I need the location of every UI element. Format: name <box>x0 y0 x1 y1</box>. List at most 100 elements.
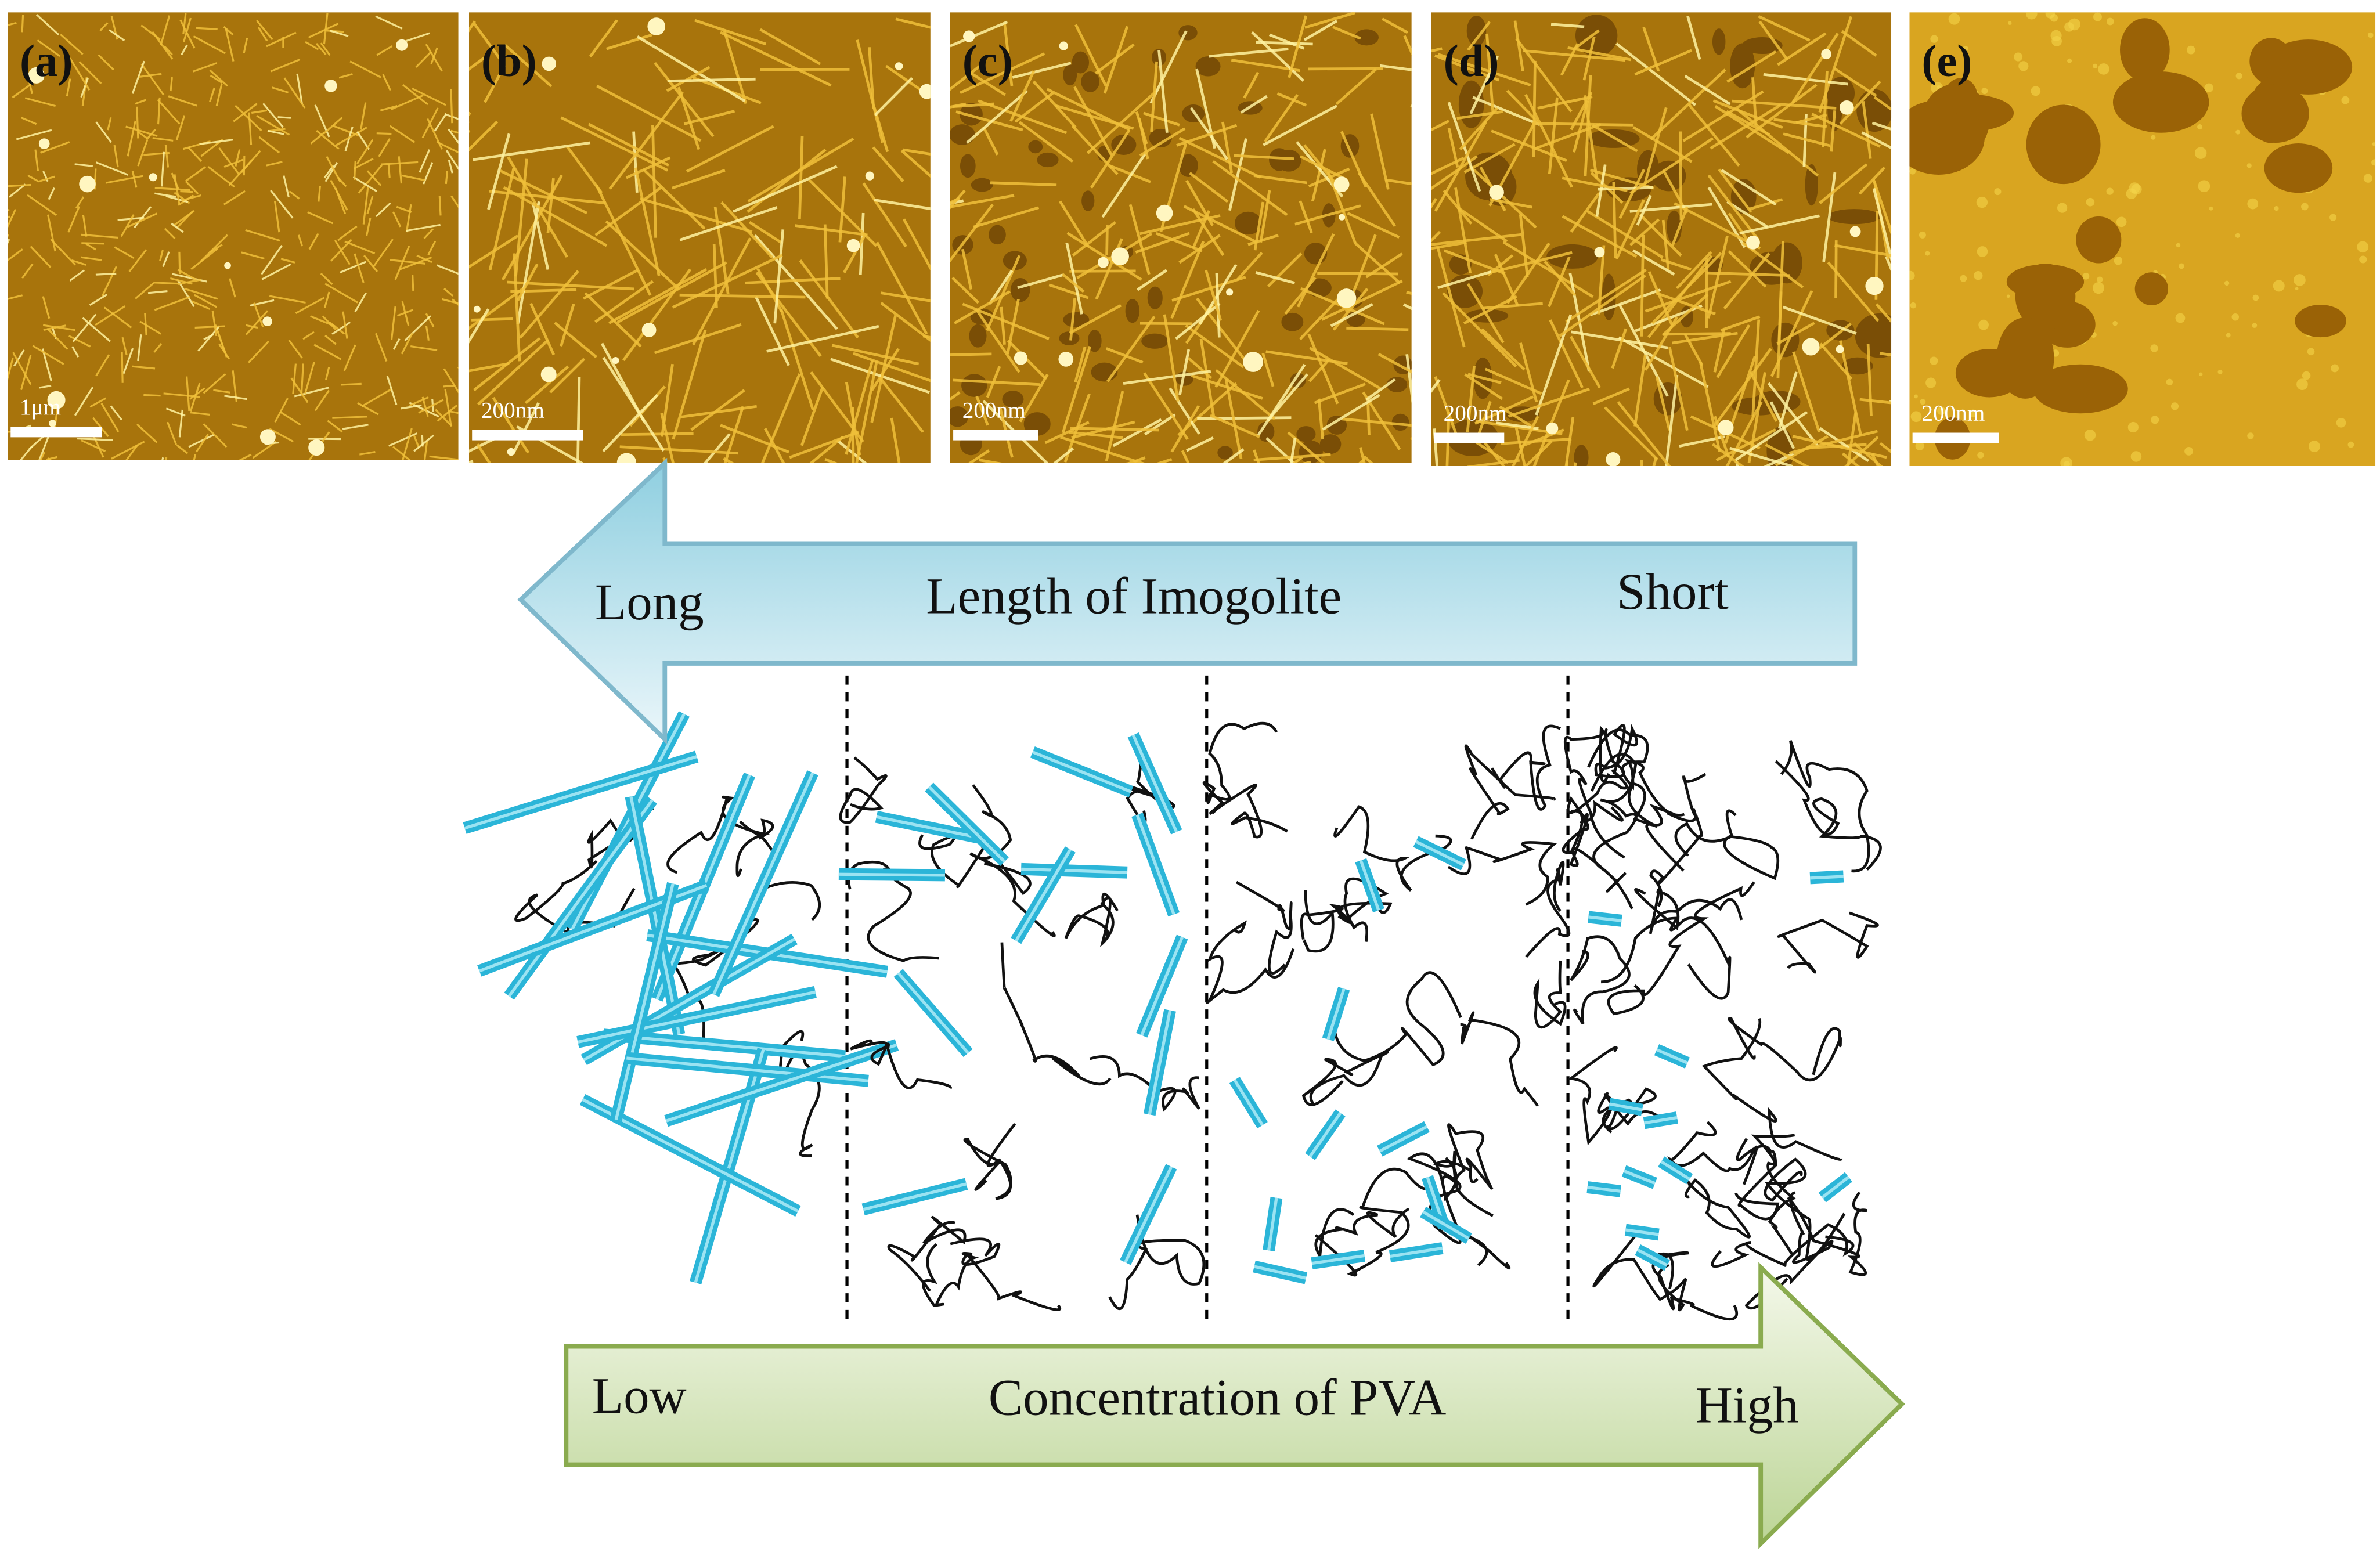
afm-speck <box>2247 198 2259 210</box>
afm-fiber <box>1059 200 1090 248</box>
afm-fiber <box>429 455 459 460</box>
afm-pore <box>1574 445 1589 467</box>
afm-fiber <box>352 176 377 193</box>
afm-fiber <box>1640 460 1643 467</box>
afm-fiber <box>1073 86 1113 156</box>
afm-fiber <box>950 203 994 263</box>
afm-fiber <box>1467 459 1520 467</box>
afm-fiber <box>1048 283 1089 299</box>
afm-fiber <box>178 409 183 438</box>
afm-pore <box>1011 277 1030 302</box>
afm-pore <box>1326 415 1347 435</box>
afm-fiber <box>723 406 745 463</box>
imogolite-rod-highlight <box>1135 814 1175 915</box>
afm-fiber <box>476 443 492 463</box>
afm-fiber <box>21 117 37 125</box>
afm-speck <box>2008 21 2012 25</box>
afm-fiber <box>154 187 190 191</box>
afm-fiber <box>1873 96 1892 111</box>
afm-pore <box>1072 51 1090 74</box>
afm-fiber <box>401 301 410 326</box>
afm-speck <box>2112 320 2118 326</box>
afm-speck <box>2217 369 2223 374</box>
afm-pore <box>960 154 976 178</box>
afm-fiber <box>1198 264 1238 325</box>
afm-fiber <box>320 42 331 56</box>
afm-fiber <box>1003 22 1014 86</box>
afm-fiber <box>273 201 280 233</box>
afm-fiber <box>511 402 540 455</box>
afm-speck <box>1963 46 1968 52</box>
afm-fiber <box>1533 122 1602 150</box>
afm-fiber <box>554 322 597 359</box>
afm-fiber <box>636 35 746 103</box>
afm-fiber <box>409 396 429 407</box>
afm-pore <box>961 374 987 397</box>
afm-fiber <box>1370 113 1390 190</box>
afm-fiber <box>1459 107 1499 151</box>
afm-fiber <box>209 69 228 87</box>
afm-speck <box>1937 406 1946 415</box>
afm-fiber <box>27 174 39 183</box>
afm-image: 200nm <box>1431 12 1892 467</box>
afm-fiber <box>1317 398 1324 440</box>
afm-fiber <box>1299 297 1340 340</box>
afm-speck <box>2179 263 2184 269</box>
afm-fiber <box>492 396 529 454</box>
afm-fiber <box>95 272 117 276</box>
afm-fiber <box>1139 127 1186 157</box>
afm-fiber <box>1508 388 1590 418</box>
panel-label: (c) <box>962 35 1013 86</box>
afm-fiber <box>1830 110 1837 152</box>
afm-fiber <box>1686 16 1701 60</box>
afm-fiber <box>157 97 161 125</box>
imogolite-rod-highlight <box>577 990 816 1044</box>
imogolite-rod-highlight <box>1390 1246 1443 1258</box>
afm-speck <box>2176 243 2181 248</box>
afm-fiber <box>232 423 247 429</box>
afm-fiber <box>272 86 289 93</box>
afm-fiber <box>1734 411 1808 461</box>
schematic <box>463 675 1882 1324</box>
afm-fiber <box>1431 155 1478 190</box>
afm-fiber <box>270 58 301 73</box>
afm-fiber <box>1487 254 1514 276</box>
afm-fiber <box>872 146 904 182</box>
afm-fiber <box>337 176 347 187</box>
afm-fiber <box>1570 192 1600 233</box>
afm-fiber <box>1197 416 1292 420</box>
afm-fiber <box>966 89 1028 144</box>
afm-fiber <box>1069 431 1123 439</box>
afm-fiber <box>1819 342 1853 380</box>
afm-fiber <box>101 266 117 297</box>
polymer-chain <box>1764 1157 1846 1261</box>
afm-fiber <box>1464 373 1503 400</box>
afm-speck <box>2274 205 2279 211</box>
afm-fiber <box>1288 15 1308 78</box>
afm-fiber <box>1157 50 1169 133</box>
afm-speck <box>2198 372 2203 377</box>
afm-fiber <box>394 246 410 280</box>
afm-bright-spot <box>919 84 931 99</box>
afm-fiber <box>1365 378 1396 402</box>
afm-fiber <box>375 202 391 218</box>
afm-fiber <box>95 121 112 143</box>
afm-fiber <box>950 352 992 356</box>
afm-fiber <box>1163 314 1180 402</box>
afm-fiber <box>362 187 369 225</box>
afm-bright-spot <box>1746 235 1760 250</box>
afm-fiber <box>177 269 197 281</box>
afm-pore <box>1766 427 1794 467</box>
afm-pore <box>1178 154 1198 178</box>
afm-fiber <box>989 269 1014 305</box>
imogolite-rod-highlight <box>1148 1010 1172 1115</box>
afm-fiber <box>1720 315 1761 332</box>
afm-fiber <box>1822 71 1829 147</box>
afm-fiber <box>1472 96 1541 126</box>
imogolite-rod-highlight <box>1015 849 1072 942</box>
afm-fiber <box>1055 104 1134 130</box>
afm-fiber <box>1721 168 1777 206</box>
afm-fiber <box>233 103 258 122</box>
afm-fiber <box>1253 174 1307 185</box>
afm-fiber <box>412 88 446 106</box>
